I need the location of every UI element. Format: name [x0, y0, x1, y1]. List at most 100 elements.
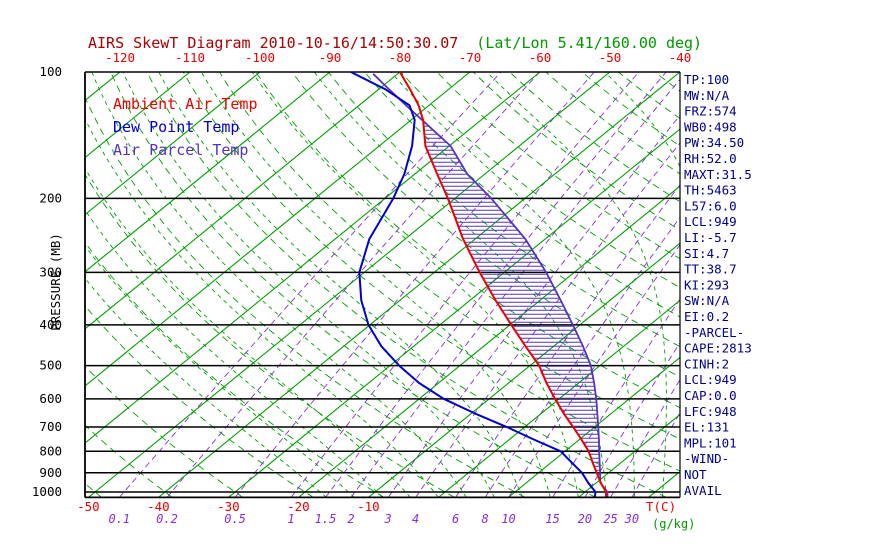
stats-line: CAP:0.0: [684, 388, 737, 403]
mixing-ratio-label: 10: [501, 512, 515, 526]
stats-line: LI:-5.7: [684, 230, 737, 245]
mixing-ratio-label: 0.5: [224, 512, 246, 526]
stats-line: WB0:498: [684, 119, 737, 134]
stats-line: MW:N/A: [684, 88, 730, 103]
stats-line: TH:5463: [684, 183, 737, 198]
mixing-ratio-line: [325, 72, 667, 498]
dry-adiabat-line: [255, 72, 680, 409]
legend-item-label: Ambient Air Temp: [113, 95, 258, 113]
top-temp-label: -40: [669, 50, 692, 65]
mixing-ratio-label: 1: [287, 512, 294, 526]
temp-unit-label: T(C): [646, 499, 676, 514]
mixing-ratio-label: 6: [452, 512, 459, 526]
moist-adiabat-line: [313, 72, 607, 498]
stats-panel: TP:100MW:N/AFRZ:574WB0:498PW:34.50RH:52.…: [684, 72, 752, 498]
mixing-ratio-label: 20: [578, 512, 592, 526]
stats-line: TP:100: [684, 72, 729, 87]
stats-line: LCL:949: [684, 372, 737, 387]
dry-adiabat-line: [472, 72, 680, 231]
pressure-tick-label: 400: [39, 317, 62, 332]
isotherm-line: [648, 470, 680, 498]
dewpoint-curve: [350, 72, 597, 497]
chart-title-main: AIRS SkewT Diagram 2010-10-16/14:50:30.0…: [88, 34, 458, 52]
mixing-ratio-line: [631, 411, 680, 498]
sounding-curves: [350, 72, 609, 497]
dry-adiabat-line: [85, 96, 526, 498]
dry-adiabat-line: [509, 72, 680, 203]
dry-adiabat-line: [85, 241, 385, 498]
stats-line: L57:6.0: [684, 198, 737, 213]
moist-adiabat-line: [91, 72, 467, 498]
mixing-ratio-line: [350, 78, 680, 498]
bottom-temp-label: -10: [357, 499, 380, 514]
stats-line: CINH:2: [684, 356, 729, 371]
dry-adiabat-line: [291, 72, 680, 378]
mixing-ratio-label: 2: [347, 512, 354, 526]
mixing-ratio-label: 25: [603, 512, 617, 526]
isotherm-line: [438, 299, 680, 498]
stats-line: -WIND-: [684, 451, 729, 466]
ambient-temp-curve: [399, 72, 608, 497]
legend-item-label: Air Parcel Temp: [113, 141, 248, 159]
top-temp-label: -120: [105, 50, 135, 65]
stats-line: AVAIL: [684, 483, 722, 498]
dry-adiabat-line: [436, 72, 680, 260]
stats-line: NOT: [684, 467, 707, 482]
stats-line: MPL:101: [684, 435, 737, 450]
mixing-ratio-label: 0.1: [108, 512, 130, 526]
isotherm-line: [368, 242, 680, 498]
top-temp-label: -90: [319, 50, 342, 65]
dry-adiabat-line: [400, 72, 680, 289]
isotherm-line: [85, 72, 191, 159]
plot-frame: [84, 71, 681, 499]
pressure-axis-label: PRESSURE (MB): [48, 233, 63, 331]
chart-title-latlon: (Lat/Lon 5.41/160.00 deg): [476, 34, 702, 52]
bottom-temp-label: -20: [287, 499, 310, 514]
mixing-ratio-label: 1.5: [315, 512, 337, 526]
stats-line: MAXT:31.5: [684, 167, 752, 182]
curve-legend: Ambient Air Temp Dew Point Temp Air Parcel…: [113, 95, 258, 159]
pressure-tick-label: 500: [39, 358, 62, 373]
pressure-tick-label: 900: [39, 465, 62, 480]
isotherm-line: [85, 72, 471, 387]
stats-line: KI:293: [684, 277, 729, 292]
pressure-tick-label: 100: [39, 64, 62, 79]
isotherm-line: [85, 72, 261, 216]
stats-line: RH:52.0: [684, 151, 737, 166]
stats-line: SI:4.7: [684, 246, 729, 261]
parcel-temp-curve: [372, 73, 609, 497]
pressure-tick-label: 800: [39, 443, 62, 458]
stats-line: LCL:949: [684, 214, 737, 229]
mixing-ratio-label: 4: [412, 512, 419, 526]
top-temp-label: -100: [245, 50, 275, 65]
isotherm-line: [85, 72, 331, 273]
bottom-temp-label: -50: [77, 499, 100, 514]
pressure-tick-label: 200: [39, 190, 62, 205]
stats-line: CAPE:2813: [684, 341, 752, 356]
legend-item-label: Dew Point Temp: [113, 118, 239, 136]
mixing-ratio-label: 0.2: [156, 512, 178, 526]
stats-line: TT:38.7: [684, 262, 737, 277]
dry-adiabat-line: [581, 72, 680, 147]
stats-line: SW:N/A: [684, 293, 730, 308]
dry-adiabat-line: [327, 72, 680, 348]
mixing-unit-label: (g/kg): [652, 517, 695, 531]
stats-line: EL:131: [684, 420, 729, 435]
top-temp-label: -110: [175, 50, 205, 65]
stats-line: FRZ:574: [684, 104, 737, 119]
axis-labels: 100 200 300 400 500 600 700 800 900 1000 PRESSURE …: [32, 50, 695, 531]
stats-line: PW:34.50: [684, 135, 744, 150]
mixing-ratio-label: 8: [481, 512, 488, 526]
dry-adiabat-line: [146, 72, 667, 498]
isotherm-line: [85, 72, 401, 330]
pressure-tick-label: 1000: [32, 484, 62, 499]
top-temp-label: -80: [389, 50, 412, 65]
stats-line: EI:0.2: [684, 309, 729, 324]
top-temp-label: -50: [599, 50, 622, 65]
chart-title: AIRS SkewT Diagram 2010-10-16/14:50:30.0…: [88, 34, 702, 52]
mixing-ratio-label: 15: [545, 512, 559, 526]
moist-adiabat-line: [390, 72, 635, 498]
top-temp-label: -70: [459, 50, 482, 65]
